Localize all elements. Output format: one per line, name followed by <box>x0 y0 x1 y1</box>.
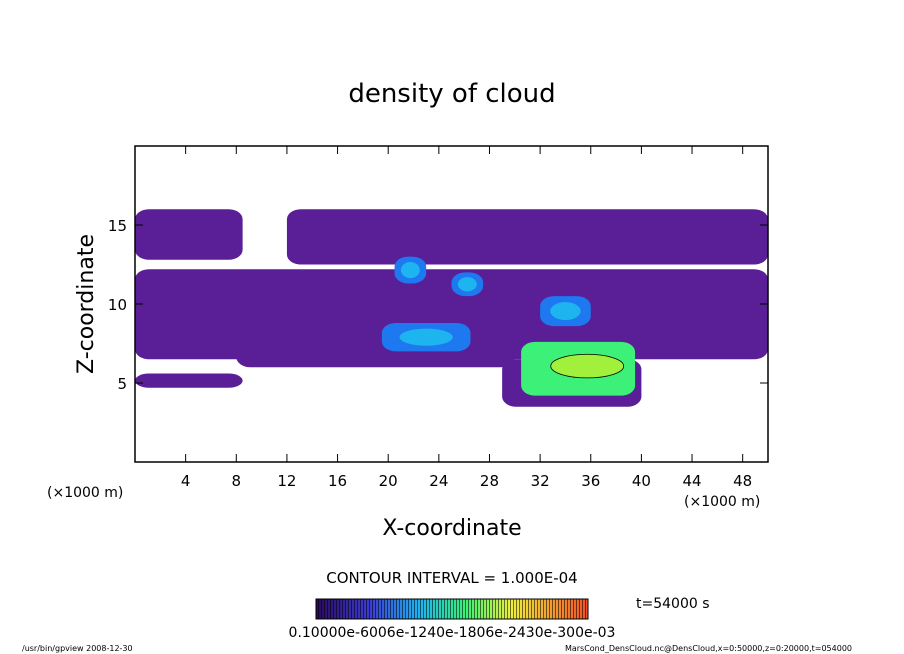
contour-interval-label: CONTOUR INTERVAL = 1.000E-04 <box>326 569 577 587</box>
x-tick-label: 32 <box>531 472 550 490</box>
x-tick-label: 28 <box>480 472 499 490</box>
cloud-core <box>399 328 453 346</box>
x-tick-label: 36 <box>581 472 600 490</box>
cloud-core-contour <box>550 353 625 379</box>
cloud-density-field <box>135 209 768 407</box>
y-tick-label: 10 <box>108 296 127 314</box>
time-label: t=54000 s <box>636 596 710 612</box>
x-tick-label: 8 <box>232 472 242 490</box>
x-axis-label: X-coordinate <box>382 516 521 541</box>
cloud-region-low <box>286 209 768 265</box>
chart-title: density of cloud <box>348 79 555 109</box>
cloud-core <box>400 261 420 279</box>
y-axis-label: Z-coordinate <box>74 234 99 374</box>
x-tick-label: 12 <box>277 472 296 490</box>
cloud-core <box>550 302 581 321</box>
x-tick-label: 24 <box>429 472 448 490</box>
x-tick-label: 48 <box>733 472 752 490</box>
footer-right: MarsCond_DensCloud.nc@DensCloud,x=0:5000… <box>565 644 852 653</box>
y-axis-ticks: 5 10 15 <box>108 217 768 393</box>
cloud-region-low <box>135 209 243 260</box>
cloud-region-low <box>236 341 515 368</box>
cloud-region-low <box>135 269 768 360</box>
colorbar <box>315 598 589 620</box>
cloud-region-low <box>135 373 243 388</box>
y-tick-label: 5 <box>117 375 127 393</box>
footer-left: /usr/bin/gpview 2008-12-30 <box>22 644 133 653</box>
x-tick-label: 40 <box>632 472 651 490</box>
x-axis-unit-right: (×1000 m) <box>684 494 760 510</box>
x-tick-label: 16 <box>328 472 347 490</box>
x-axis-unit-left: (×1000 m) <box>47 485 123 501</box>
cloud-core <box>457 277 477 292</box>
colorbar-labels: 0.10000e-6006e-1240e-1806e-2430e-300e-03 <box>289 625 616 641</box>
x-axis-ticks: 4 8 12 16 20 24 28 32 36 40 44 48 <box>181 146 752 490</box>
x-tick-label: 44 <box>682 472 701 490</box>
x-tick-label: 20 <box>379 472 398 490</box>
y-tick-label: 15 <box>108 217 127 235</box>
x-tick-label: 4 <box>181 472 191 490</box>
